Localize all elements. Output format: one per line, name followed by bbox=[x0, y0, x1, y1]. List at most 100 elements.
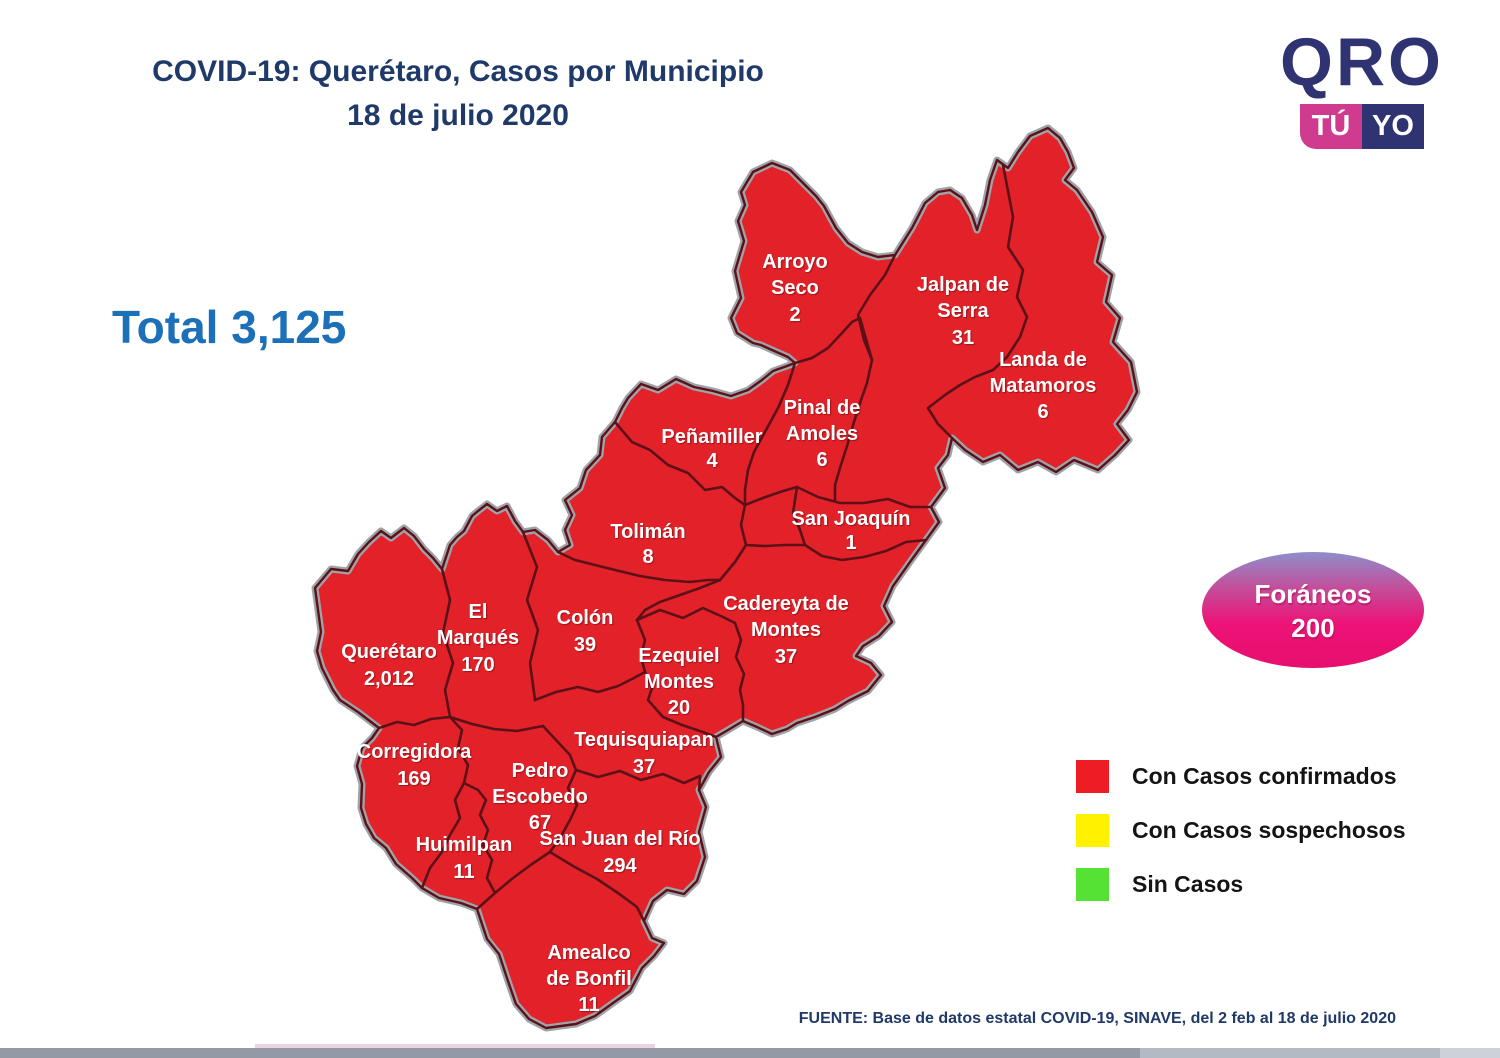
cases-pedro-escobedo: 67 bbox=[529, 812, 551, 834]
municipal-border-line bbox=[462, 781, 497, 895]
label-san-juan-del-rio: San Juan del Río bbox=[539, 828, 700, 850]
municipal-border-line bbox=[548, 850, 646, 923]
label-queretaro: Querétaro bbox=[341, 641, 437, 663]
legend-label-nocases: Sin Casos bbox=[1132, 871, 1244, 897]
bottom-pink-strip bbox=[255, 1044, 655, 1048]
municipal-border-line bbox=[574, 768, 702, 792]
label-colon: Colón bbox=[557, 607, 614, 629]
label-penamiller: Peñamiller bbox=[661, 426, 762, 448]
logo-qro-text: QRO bbox=[1280, 24, 1444, 100]
municipality-labels: Arroyo Seco 2 Jalpan de Serra 31 Landa d… bbox=[341, 251, 1096, 1016]
foraneos-label: Foráneos bbox=[1254, 579, 1371, 609]
cases-toliman: 8 bbox=[642, 546, 653, 568]
municipal-border-line bbox=[420, 715, 470, 890]
cases-jalpan-de-serra: 31 bbox=[952, 327, 974, 349]
municipal-border-line bbox=[733, 621, 746, 723]
label-el-marques: Marqués bbox=[437, 627, 519, 649]
foraneos-ellipse bbox=[1202, 552, 1424, 668]
cases-el-marques: 170 bbox=[461, 654, 494, 676]
cases-corregidora: 169 bbox=[397, 768, 430, 790]
cases-tequisquiapan: 37 bbox=[633, 756, 655, 778]
state-outline bbox=[313, 126, 1139, 1030]
legend-swatch-yellow bbox=[1076, 814, 1109, 847]
legend-row-nocases: Sin Casos bbox=[1076, 868, 1406, 901]
state-shape bbox=[311, 124, 1141, 1032]
label-pinal-de-amoles: Pinal de bbox=[784, 397, 861, 419]
label-jalpan-de-serra: Serra bbox=[937, 300, 989, 322]
label-jalpan-de-serra: Jalpan de bbox=[917, 274, 1009, 296]
cases-san-joaquin: 1 bbox=[845, 532, 856, 554]
cases-colon: 39 bbox=[574, 634, 596, 656]
cases-amealco: 11 bbox=[578, 994, 599, 1016]
cases-penamiller: 4 bbox=[706, 450, 718, 472]
label-huimilpan: Huimilpan bbox=[416, 834, 513, 856]
municipal-border-line bbox=[475, 850, 552, 911]
total-cases: Total 3,125 bbox=[112, 301, 347, 353]
cases-san-juan-del-rio: 294 bbox=[603, 855, 637, 877]
municipal-border-line bbox=[744, 543, 807, 548]
municipal-border-line bbox=[743, 485, 799, 507]
label-cadereyta: Montes bbox=[751, 619, 821, 641]
label-ezequiel-montes: Ezequiel bbox=[638, 645, 719, 667]
municipal-border-line bbox=[556, 550, 722, 584]
legend-row-suspected: Con Casos sospechosos bbox=[1076, 814, 1406, 847]
municipal-border-line bbox=[926, 163, 1029, 440]
municipal-border-line bbox=[795, 485, 933, 509]
municipal-border-line bbox=[541, 724, 579, 854]
municipal-border-line bbox=[440, 567, 455, 719]
label-san-joaquin: San Joaquín bbox=[792, 508, 911, 530]
municipal-border-line bbox=[635, 606, 737, 625]
label-arroyo-seco: Arroyo bbox=[762, 251, 828, 273]
bottom-gray-strip bbox=[0, 1048, 1500, 1058]
municipal-border-line bbox=[643, 670, 718, 739]
municipal-border-line bbox=[448, 715, 545, 733]
title-line2: 18 de julio 2020 bbox=[347, 99, 569, 132]
legend-label-suspected: Con Casos sospechosos bbox=[1132, 817, 1406, 843]
label-toliman: Tolimán bbox=[610, 521, 685, 543]
municipal-border-line bbox=[635, 578, 722, 622]
label-pedro-escobedo: Pedro bbox=[512, 760, 569, 782]
legend-swatch-red bbox=[1076, 760, 1109, 793]
municipal-border-line bbox=[793, 316, 874, 365]
label-pinal-de-amoles: Amoles bbox=[786, 423, 858, 445]
foraneos-badge: Foráneos 200 bbox=[1202, 552, 1424, 668]
logo-tu-text: TÚ bbox=[1300, 104, 1362, 149]
label-amealco: de Bonfil bbox=[546, 968, 632, 990]
label-landa-de-matamoros: Matamoros bbox=[990, 375, 1097, 397]
municipal-border-line bbox=[833, 358, 874, 502]
municipal-border-line bbox=[533, 670, 647, 702]
cases-landa-de-matamoros: 6 bbox=[1037, 401, 1048, 423]
municipal-border-line bbox=[521, 530, 540, 702]
cases-queretaro: 2,012 bbox=[364, 668, 414, 690]
legend: Con Casos confirmados Con Casos sospecho… bbox=[1076, 760, 1406, 922]
label-cadereyta: Cadereyta de bbox=[723, 593, 849, 615]
legend-row-confirmed: Con Casos confirmados bbox=[1076, 760, 1406, 793]
page-title: COVID-19: Querétaro, Casos por Municipio… bbox=[88, 50, 828, 138]
source-note: FUENTE: Base de datos estatal COVID-19, … bbox=[798, 1010, 1396, 1027]
municipal-borders bbox=[377, 163, 1029, 923]
municipal-border-line bbox=[743, 361, 797, 507]
label-amealco: Amealco bbox=[547, 942, 630, 964]
municipal-border-line bbox=[856, 253, 897, 362]
qro-tu-yo-logo: QRO TÚ YO bbox=[1262, 22, 1462, 149]
label-arroyo-seco: Seco bbox=[771, 277, 819, 299]
cases-cadereyta: 37 bbox=[775, 646, 797, 668]
logo-yo-text: YO bbox=[1362, 104, 1424, 149]
cases-pinal-de-amoles: 6 bbox=[816, 449, 827, 471]
legend-swatch-green bbox=[1076, 868, 1109, 901]
municipal-border-line bbox=[377, 715, 452, 730]
cases-arroyo-seco: 2 bbox=[789, 304, 800, 326]
cases-ezequiel-montes: 20 bbox=[668, 697, 690, 719]
municipal-border-line bbox=[613, 420, 747, 507]
label-pedro-escobedo: Escobedo bbox=[492, 786, 588, 808]
municipal-border-line bbox=[635, 618, 647, 674]
cases-huimilpan: 11 bbox=[453, 861, 474, 883]
title-line1: COVID-19: Querétaro, Casos por Municipio bbox=[152, 55, 764, 88]
legend-label-confirmed: Con Casos confirmados bbox=[1132, 763, 1397, 789]
label-landa-de-matamoros: Landa de bbox=[999, 349, 1087, 371]
municipal-border-line bbox=[791, 485, 928, 562]
label-el-marques: El bbox=[469, 601, 488, 623]
label-tequisquiapan: Tequisquiapan bbox=[574, 729, 714, 751]
label-ezequiel-montes: Montes bbox=[644, 671, 714, 693]
